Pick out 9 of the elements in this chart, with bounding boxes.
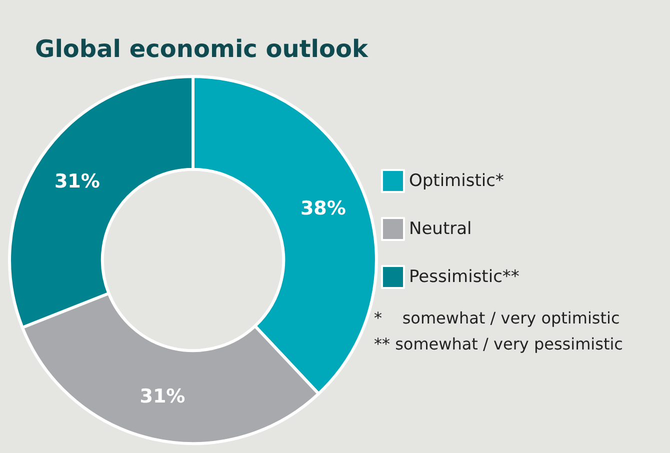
text: * somewhat / very optimistic <box>374 308 620 328</box>
data-label: 38% <box>300 197 346 220</box>
data-label: 31% <box>54 170 100 192</box>
data-label: 31% <box>140 386 186 408</box>
legend-label: Optimistic* <box>409 171 504 191</box>
chart-title: Global economic outlook <box>35 35 370 63</box>
legend-label: Pessimistic** <box>409 267 520 287</box>
text: ** somewhat / very pessimistic <box>374 334 623 354</box>
legend-label: Neutral <box>409 219 472 239</box>
